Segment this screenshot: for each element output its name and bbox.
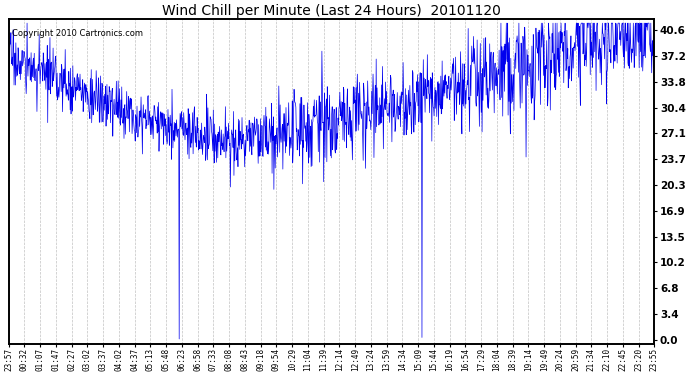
Title: Wind Chill per Minute (Last 24 Hours)  20101120: Wind Chill per Minute (Last 24 Hours) 20… [162,4,501,18]
Text: Copyright 2010 Cartronics.com: Copyright 2010 Cartronics.com [12,29,143,38]
